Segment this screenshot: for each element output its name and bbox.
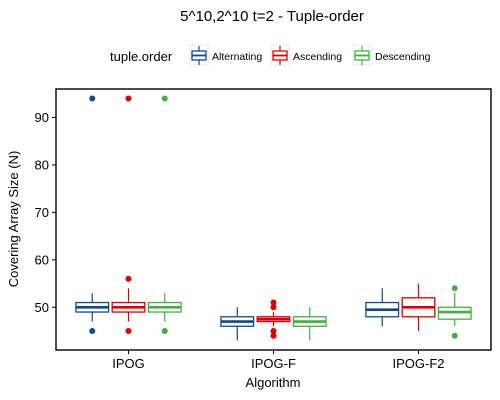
- outlier-point: [161, 328, 168, 335]
- outlier-point: [451, 332, 458, 339]
- y-tick-label: 60: [35, 252, 49, 267]
- series-alternating: [75, 95, 400, 341]
- y-tick-label: 90: [35, 110, 49, 125]
- legend-items: Alternating Ascending Descending: [189, 44, 431, 66]
- outlier-point: [125, 95, 132, 102]
- outlier-point: [270, 328, 277, 335]
- x-axis: IPOG IPOG-F IPOG-F2: [112, 350, 445, 371]
- box-ascending-ipog-f: [256, 299, 291, 339]
- y-axis-label: Covering Array Size (N): [6, 151, 21, 288]
- legend-key-descending: [352, 44, 372, 66]
- x-axis-label: Algorithm: [246, 375, 301, 390]
- outlier-point: [270, 332, 277, 339]
- legend-key-ascending: [270, 44, 290, 66]
- x-tick-label: IPOG: [112, 356, 145, 371]
- legend-label: Alternating: [212, 51, 262, 63]
- legend-key-alternating: [189, 44, 209, 66]
- legend-title: tuple.order: [110, 49, 173, 64]
- outlier-point: [451, 285, 458, 292]
- box-ascending-ipog-f2: [401, 283, 436, 332]
- box-descending-ipog-f: [292, 307, 327, 341]
- legend-label: Descending: [375, 51, 431, 63]
- outlier-point: [161, 95, 168, 102]
- series-descending: [147, 95, 472, 341]
- box-alternating-ipog: [75, 95, 110, 335]
- outlier-point: [270, 304, 277, 311]
- outlier-point: [89, 95, 96, 102]
- legend-label: Ascending: [293, 51, 342, 63]
- box-alternating-ipog-f2: [365, 288, 400, 327]
- box-descending-ipog: [147, 95, 182, 335]
- box-alternating-ipog-f: [220, 307, 255, 341]
- outlier-point: [89, 328, 96, 335]
- series-ascending: [111, 95, 436, 339]
- chart-title: 5^10,2^10 t=2 - Tuple-order: [180, 8, 364, 25]
- legend: tuple.order Alternating Ascending Descendi…: [110, 44, 431, 66]
- box-descending-ipog-f2: [437, 285, 472, 339]
- outlier-point: [270, 299, 277, 306]
- y-tick-label: 50: [35, 300, 49, 315]
- outlier-point: [125, 275, 132, 282]
- x-tick-label: IPOG-F: [251, 356, 296, 371]
- outlier-point: [125, 328, 132, 335]
- y-tick-label: 80: [35, 157, 49, 172]
- x-tick-label: IPOG-F2: [392, 356, 444, 371]
- y-tick-label: 70: [35, 205, 49, 220]
- y-axis: 50 60 70 80 90: [35, 110, 56, 315]
- box-ascending-ipog: [111, 95, 146, 335]
- box-series: [75, 95, 472, 341]
